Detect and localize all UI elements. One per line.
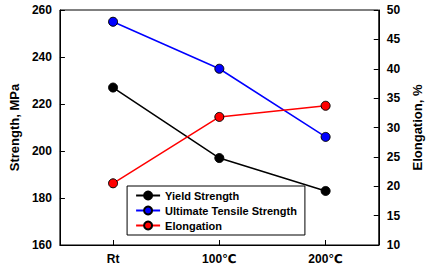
svg-text:220: 220 <box>32 97 52 111</box>
svg-text:Yield Strength: Yield Strength <box>165 190 239 202</box>
svg-text:160: 160 <box>32 238 52 252</box>
svg-text:Ultimate Tensile Strength: Ultimate Tensile Strength <box>165 205 297 217</box>
svg-text:200: 200 <box>32 144 52 158</box>
svg-text:15: 15 <box>387 209 401 223</box>
svg-text:45: 45 <box>387 32 401 46</box>
svg-text:Rt: Rt <box>107 252 120 266</box>
svg-text:100℃: 100℃ <box>202 252 237 266</box>
svg-text:10: 10 <box>387 238 401 252</box>
svg-text:180: 180 <box>32 191 52 205</box>
svg-text:260: 260 <box>32 3 52 17</box>
svg-text:40: 40 <box>387 62 401 76</box>
svg-text:25: 25 <box>387 150 401 164</box>
svg-text:35: 35 <box>387 91 401 105</box>
svg-text:Elongation: Elongation <box>165 220 222 232</box>
svg-text:Strength, MPa: Strength, MPa <box>7 83 22 171</box>
svg-text:50: 50 <box>387 3 401 17</box>
svg-text:200℃: 200℃ <box>308 252 343 266</box>
svg-text:20: 20 <box>387 179 401 193</box>
svg-text:240: 240 <box>32 50 52 64</box>
svg-text:Elongation, %: Elongation, % <box>410 84 425 170</box>
svg-text:30: 30 <box>387 121 401 135</box>
